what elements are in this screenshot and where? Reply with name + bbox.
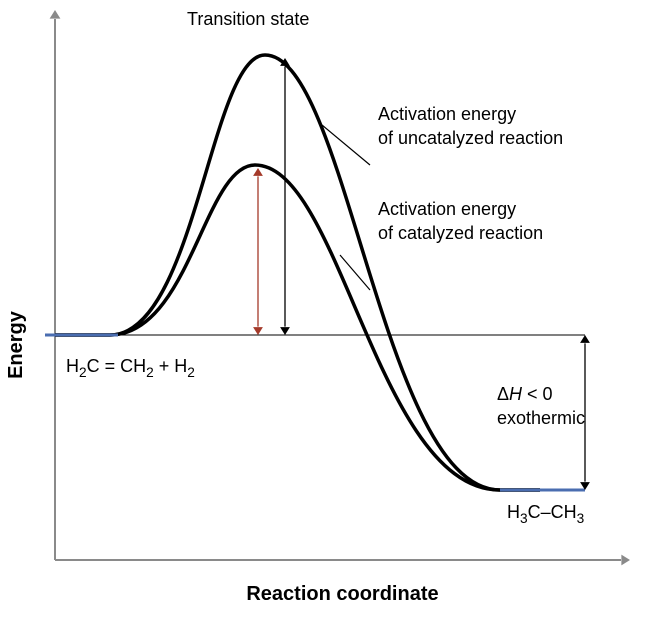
ea-uncatalyzed-label-line2: of uncatalyzed reaction <box>378 128 563 148</box>
transition-state-label: Transition state <box>187 9 309 29</box>
delta-h-label-line1: ΔH < 0 <box>497 384 553 404</box>
ea-uncatalyzed-label-line1: Activation energy <box>378 104 516 124</box>
energy-diagram: Energy Reaction coordinate Transition stat… <box>0 0 650 617</box>
reactant-formula: H2C = CH2 + H2 <box>66 356 195 380</box>
y-axis-label: Energy <box>5 310 27 379</box>
ea-catalyzed-label-line2: of catalyzed reaction <box>378 223 543 243</box>
delta-h-label-line2: exothermic <box>497 408 585 428</box>
x-axis-arrow <box>621 555 630 566</box>
x-axis-label: Reaction coordinate <box>246 583 438 605</box>
y-axis-arrow <box>50 10 61 19</box>
product-formula: H3C–CH3 <box>507 502 584 526</box>
ea-catalyzed-label-line1: Activation energy <box>378 199 516 219</box>
chart-svg: Energy Reaction coordinate Transition stat… <box>0 0 650 617</box>
